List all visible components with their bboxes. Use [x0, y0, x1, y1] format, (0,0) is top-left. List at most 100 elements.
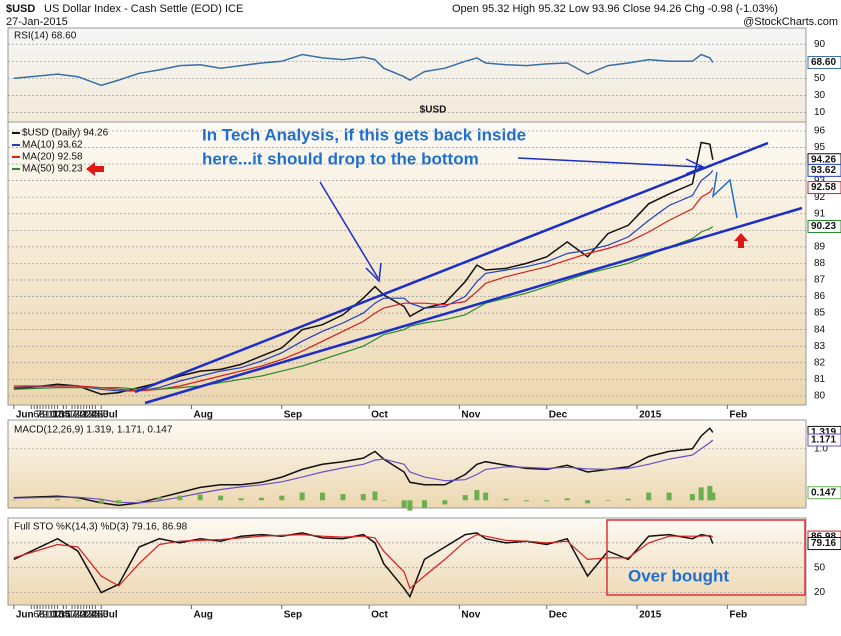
- red-arrow: [734, 233, 748, 248]
- histogram-bar: [625, 498, 631, 501]
- x-tick-label: Sep: [284, 410, 302, 421]
- histogram-bar: [279, 495, 285, 501]
- histogram-bar: [564, 498, 570, 501]
- x-tick-label: 22: [80, 410, 92, 421]
- x-tick-label: Jun: [16, 610, 34, 621]
- histogram-bar: [381, 500, 387, 501]
- instrument-name: US Dollar Index - Cash Settle (EOD) ICE: [44, 3, 243, 15]
- x-tick-label: 8: [39, 410, 45, 421]
- chart-title: $USD: [420, 105, 447, 116]
- x-tick-label: 17: [65, 610, 77, 621]
- histogram-bar: [116, 500, 122, 504]
- series-line: [13, 170, 714, 392]
- y-tick-label: 80: [814, 391, 826, 402]
- plot-area: 1030507090RSI(14) 68.6068.60808182838485…: [7, 27, 841, 621]
- histogram-bar: [55, 499, 61, 501]
- x-tick-label: 21: [77, 410, 89, 421]
- x-tick-label: 15: [60, 610, 72, 621]
- x-tick-label: 25: [89, 410, 101, 421]
- x-tick-label: 20: [74, 610, 86, 621]
- drawings: [86, 141, 806, 596]
- x-tick-label: 8: [39, 610, 45, 621]
- histogram-bar: [75, 500, 81, 501]
- value-tag-label: 1.171: [811, 435, 836, 446]
- date: 27-Jan-2015: [6, 16, 68, 28]
- legend-label: MA(50) 90.23: [22, 164, 83, 175]
- x-tick-label: 17: [65, 410, 77, 421]
- value-tag-label: 92.58: [811, 182, 836, 193]
- panel-title: MACD(12,26,9) 1.319, 1.171, 0.147: [14, 425, 173, 436]
- x-tick-label: 27: [94, 410, 106, 421]
- y-tick-label: 30: [814, 90, 826, 101]
- histogram-bar: [707, 485, 713, 501]
- x-tick-label: 13: [54, 610, 66, 621]
- value-tag: [807, 537, 841, 551]
- annotation: Over bought: [628, 566, 729, 585]
- histogram-bar: [421, 500, 427, 508]
- x-tick-label: 2015: [639, 610, 662, 621]
- x-tick-label: 8: [39, 610, 45, 621]
- value-tag: [807, 433, 841, 447]
- x-tick-label: Dec: [549, 610, 568, 621]
- series-line: [13, 439, 714, 504]
- histogram-bar: [523, 500, 529, 502]
- x-tick-label: 17: [65, 610, 77, 621]
- arrow: [517, 157, 703, 168]
- x-tick-label: 8: [39, 610, 45, 621]
- y-tick-label: 85: [814, 308, 826, 319]
- x-tick-label: 15: [60, 410, 72, 421]
- series-line: [13, 53, 714, 87]
- histogram-bar: [407, 500, 413, 511]
- x-tick-label: 12: [51, 610, 63, 621]
- arrow-head: [365, 262, 382, 283]
- x-tick-label: 14: [57, 610, 69, 621]
- x-tick-label: 10: [45, 610, 57, 621]
- x-tick-label: Jul: [103, 610, 118, 621]
- y-tick-label: 20: [814, 587, 826, 598]
- x-tick-label: 15: [60, 410, 72, 421]
- x-tick-label: 26: [92, 410, 104, 421]
- x-tick-label: 9: [42, 610, 48, 621]
- y-tick-label: 95: [814, 142, 826, 153]
- source: @StockCharts.com: [743, 16, 838, 28]
- y-tick-label: 86: [814, 291, 826, 302]
- y-tick-label: 89: [814, 241, 826, 252]
- x-tick-label: 17: [65, 410, 77, 421]
- histogram-bar: [503, 498, 509, 501]
- x-tick-label: Jul: [103, 410, 118, 421]
- y-tick-label: 88: [814, 258, 826, 269]
- x-tick-label: 22: [80, 410, 92, 421]
- x-tick-label: 14: [57, 410, 69, 421]
- annotation: here...it should drop to the bottom: [202, 149, 479, 168]
- x-tick-label: 20: [74, 410, 86, 421]
- histogram-bar: [666, 492, 672, 501]
- x-tick-label: Jun: [16, 410, 34, 421]
- y-tick-label: 50: [814, 562, 826, 573]
- histogram-bar: [340, 494, 346, 501]
- x-tick-label: 12: [51, 410, 63, 421]
- value-tag-label: 0.147: [811, 487, 836, 498]
- histogram-bar: [98, 500, 104, 504]
- value-tag-label: 94.26: [811, 154, 836, 165]
- x-tick-label: 18: [68, 610, 80, 621]
- value-tag-label: 93.62: [811, 165, 836, 176]
- histogram-bar: [156, 497, 162, 501]
- x-tick-label: Oct: [371, 610, 388, 621]
- value-tag-label: 79.16: [811, 538, 836, 549]
- histogram-bar: [646, 492, 652, 501]
- x-tick-label: 2015: [639, 410, 662, 421]
- y-tick-label: 1.0: [814, 443, 828, 454]
- x-tick-label: 15: [60, 410, 72, 421]
- x-tick-label: 22: [80, 610, 92, 621]
- x-tick-label: 10: [45, 410, 57, 421]
- panel-background: [7, 419, 807, 509]
- arrow: [319, 181, 379, 279]
- x-tick-label: 7: [36, 610, 42, 621]
- y-tick-label: 81: [814, 374, 826, 385]
- legend-label: MA(10) 93.62: [22, 140, 83, 151]
- arrow-head: [685, 158, 705, 175]
- histogram-bar: [197, 494, 203, 501]
- y-tick-label: 83: [814, 341, 826, 352]
- x-tick-label: Sep: [284, 610, 302, 621]
